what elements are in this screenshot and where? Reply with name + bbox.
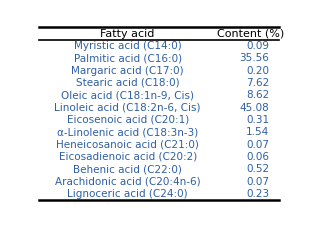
Text: Myristic acid (C14:0): Myristic acid (C14:0) (74, 41, 182, 51)
Text: α-Linolenic acid (C18:3n-3): α-Linolenic acid (C18:3n-3) (57, 127, 198, 137)
Text: Palmitic acid (C16:0): Palmitic acid (C16:0) (73, 53, 182, 63)
Text: 35.56: 35.56 (240, 53, 269, 63)
Text: 0.31: 0.31 (246, 115, 269, 125)
Text: Eicosenoic acid (C20:1): Eicosenoic acid (C20:1) (67, 115, 189, 125)
Text: Behenic acid (C22:0): Behenic acid (C22:0) (73, 164, 182, 174)
Text: 7.62: 7.62 (246, 78, 269, 88)
Text: Fatty acid: Fatty acid (100, 29, 155, 39)
Text: Linoleic acid (C18:2n-6, Cis): Linoleic acid (C18:2n-6, Cis) (54, 103, 201, 113)
Text: 0.07: 0.07 (246, 177, 269, 187)
Text: Lignoceric acid (C24:0): Lignoceric acid (C24:0) (67, 189, 188, 199)
Text: Margaric acid (C17:0): Margaric acid (C17:0) (71, 66, 184, 76)
Text: 0.20: 0.20 (246, 66, 269, 76)
Text: Eicosadienoic acid (C20:2): Eicosadienoic acid (C20:2) (59, 152, 197, 162)
Text: 0.23: 0.23 (246, 189, 269, 199)
Text: 0.07: 0.07 (246, 140, 269, 150)
Text: Heneicosanoic acid (C21:0): Heneicosanoic acid (C21:0) (56, 140, 199, 150)
Text: 8.62: 8.62 (246, 90, 269, 100)
Text: 0.52: 0.52 (246, 164, 269, 174)
Text: Arachidonic acid (C20:4n-6): Arachidonic acid (C20:4n-6) (55, 177, 201, 187)
Text: 0.06: 0.06 (246, 152, 269, 162)
Text: 0.09: 0.09 (246, 41, 269, 51)
Text: Content (%): Content (%) (217, 29, 284, 39)
Text: 1.54: 1.54 (246, 127, 269, 137)
Text: Oleic acid (C18:1n-9, Cis): Oleic acid (C18:1n-9, Cis) (61, 90, 194, 100)
Text: Stearic acid (C18:0): Stearic acid (C18:0) (76, 78, 179, 88)
Text: 45.08: 45.08 (240, 103, 269, 113)
